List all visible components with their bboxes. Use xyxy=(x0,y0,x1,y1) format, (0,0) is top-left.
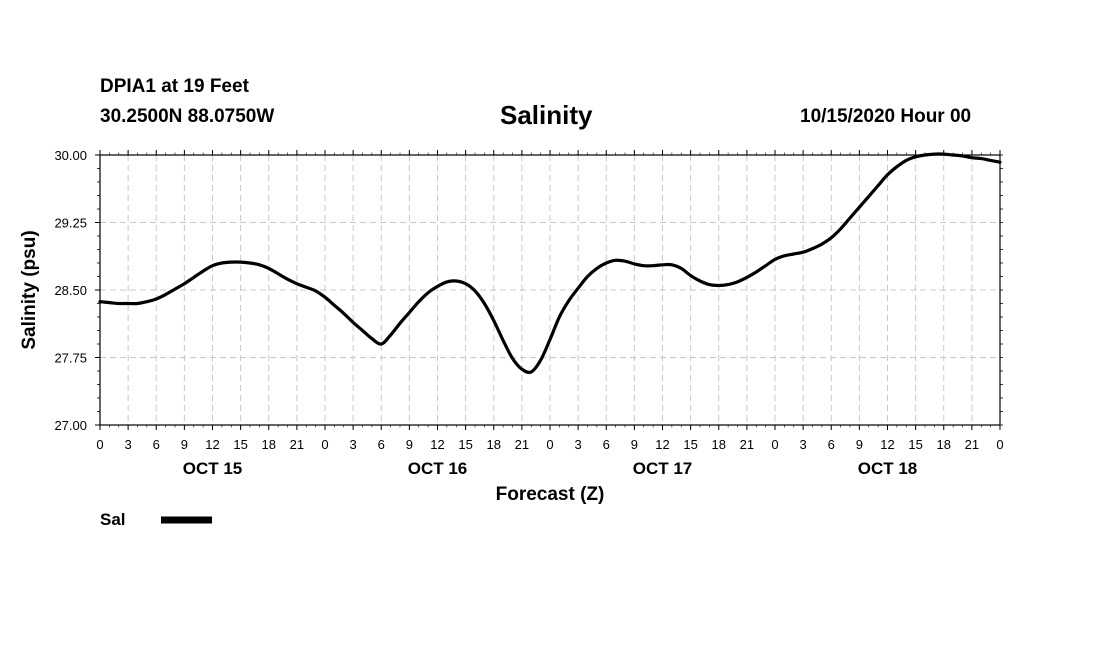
x-tick-label: 21 xyxy=(965,437,979,452)
y-tick-label: 30.00 xyxy=(54,148,87,163)
chart-title: Salinity xyxy=(500,100,593,130)
x-tick-label: 15 xyxy=(683,437,697,452)
x-tick-label: 9 xyxy=(181,437,188,452)
x-tick-label: 21 xyxy=(740,437,754,452)
day-label: OCT 17 xyxy=(633,459,693,478)
x-tick-label: 18 xyxy=(262,437,276,452)
x-tick-label: 18 xyxy=(487,437,501,452)
x-tick-label: 15 xyxy=(908,437,922,452)
station-label: DPIA1 at 19 Feet xyxy=(100,76,249,97)
x-tick-label: 9 xyxy=(631,437,638,452)
day-label: OCT 16 xyxy=(408,459,468,478)
x-tick-label: 6 xyxy=(378,437,385,452)
x-tick-label: 18 xyxy=(712,437,726,452)
x-tick-label: 0 xyxy=(771,437,778,452)
x-tick-label: 3 xyxy=(350,437,357,452)
plot-frame xyxy=(99,154,1001,426)
x-tick-label: 12 xyxy=(655,437,669,452)
x-tick-label: 3 xyxy=(800,437,807,452)
x-tick-label: 6 xyxy=(153,437,160,452)
x-tick-label: 6 xyxy=(603,437,610,452)
x-axis-label: Forecast (Z) xyxy=(496,484,605,505)
x-tick-label: 12 xyxy=(205,437,219,452)
day-label: OCT 18 xyxy=(858,459,918,478)
x-tick-label: 9 xyxy=(856,437,863,452)
x-tick-label: 3 xyxy=(575,437,582,452)
x-tick-label: 18 xyxy=(937,437,951,452)
x-tick-label: 0 xyxy=(996,437,1003,452)
x-tick-label: 6 xyxy=(828,437,835,452)
x-tick-label: 0 xyxy=(546,437,553,452)
x-tick-label: 0 xyxy=(321,437,328,452)
y-tick-label: 28.50 xyxy=(54,283,87,298)
y-axis-label: Salinity (psu) xyxy=(19,230,40,349)
x-tick-label: 12 xyxy=(430,437,444,452)
y-tick-label: 29.25 xyxy=(54,216,87,231)
coordinates: 30.2500N 88.0750W xyxy=(100,106,275,127)
x-tick-label: 21 xyxy=(290,437,304,452)
legend-label-sal: Sal xyxy=(100,510,126,529)
series-line-sal xyxy=(98,152,1002,375)
x-tick-label: 15 xyxy=(233,437,247,452)
forecast-datetime: 10/15/2020 Hour 00 xyxy=(800,106,972,127)
grid-lines xyxy=(100,155,1000,425)
day-labels: OCT 15 OCT 16 OCT 17 OCT 18 xyxy=(183,459,918,478)
y-axis: 27.00 27.75 28.50 29.25 30.00 xyxy=(54,148,100,433)
y-tick-label: 27.00 xyxy=(54,418,87,433)
day-label: OCT 15 xyxy=(183,459,243,478)
legend: Sal xyxy=(100,510,212,529)
x-tick-label: 9 xyxy=(406,437,413,452)
x-tick-label: 3 xyxy=(125,437,132,452)
x-tick-label: 0 xyxy=(96,437,103,452)
x-tick-label: 15 xyxy=(458,437,472,452)
x-axis: 0 3 6 9 12 15 18 21 0 3 6 9 12 15 18 21 0 3 6 9 12 15 18 21 0 3 6 9… xyxy=(96,150,1004,452)
y-tick-label: 27.75 xyxy=(54,351,87,366)
x-tick-label: 21 xyxy=(515,437,529,452)
x-tick-label: 12 xyxy=(880,437,894,452)
